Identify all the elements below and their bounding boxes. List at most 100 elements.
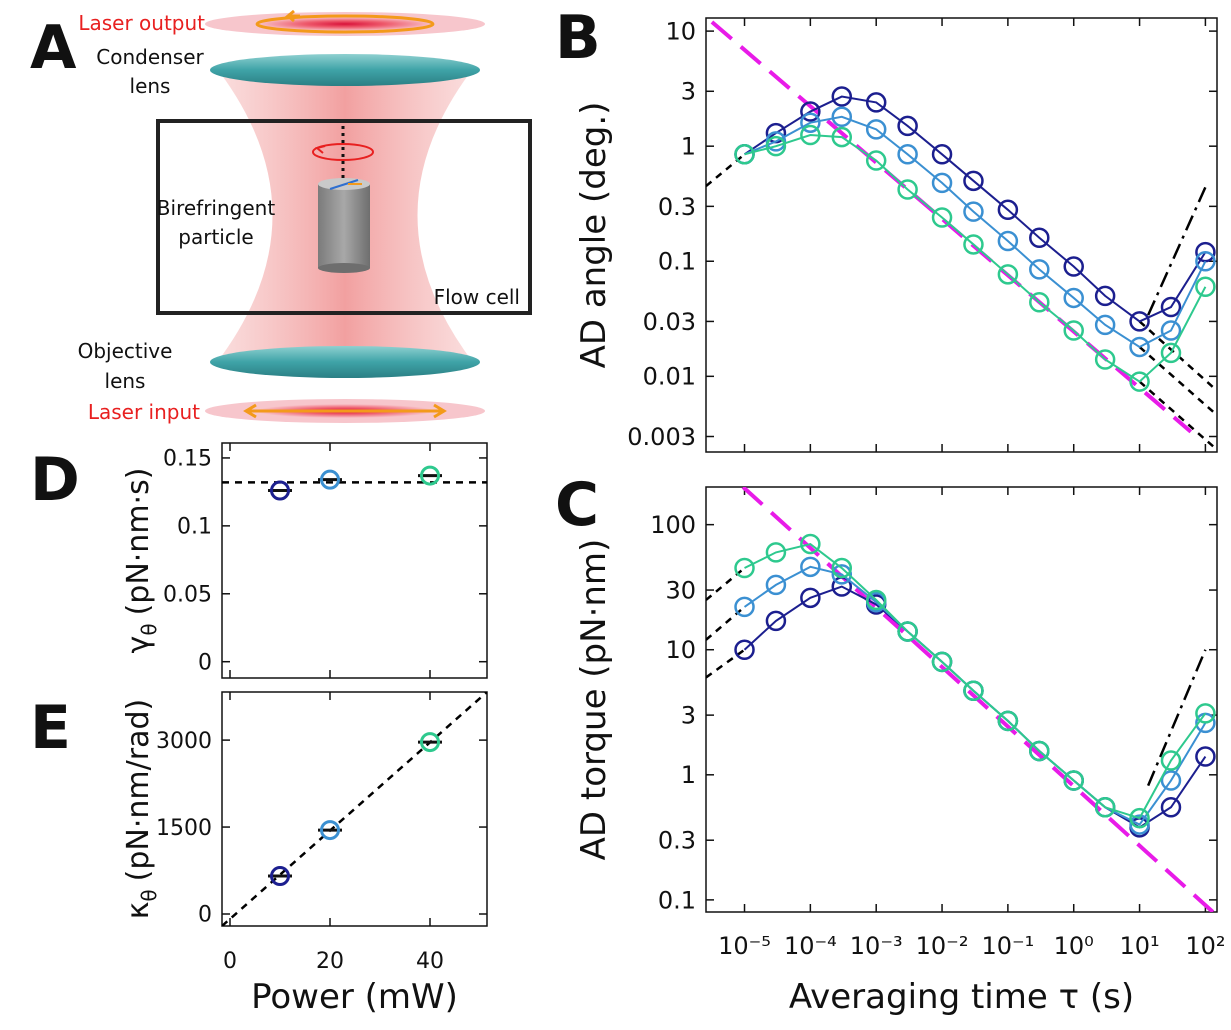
data-point: [1094, 314, 1116, 336]
data-point: [831, 557, 853, 579]
y-tick-label: 3: [681, 78, 696, 106]
x-tick-label: 10⁰: [1054, 932, 1094, 960]
y-tick-label: 0.03: [643, 308, 696, 336]
x-tick-label: 0: [223, 949, 237, 974]
y-tick-label: 1: [681, 761, 696, 789]
data-point: [270, 480, 290, 501]
data-point: [420, 732, 440, 753]
output-spot: [255, 17, 435, 31]
y-tick-label: 0.01: [643, 363, 696, 391]
y-tick-label: 100: [650, 511, 696, 539]
optic-axis: [329, 179, 359, 190]
chart-panel: 0.003 0.01 0.03 0.1 0.3 1 3 10 B AD angle (deg.): [555, 3, 1218, 453]
y-tick-label: 30: [665, 576, 696, 604]
y-tick-label: 0.3: [658, 827, 696, 855]
reference-line: [1138, 320, 1217, 392]
x-axis-label: Power (mW): [251, 977, 458, 1017]
data-point: [831, 126, 853, 148]
x-tick-label: 10⁻⁵: [718, 932, 771, 960]
x-tick-label: 10⁻³: [850, 932, 903, 960]
y-tick-label: 10: [665, 18, 696, 46]
panel-label: E: [30, 693, 71, 763]
data-point: [800, 101, 821, 122]
diagram-label: Objective: [78, 339, 173, 363]
data-point: [831, 106, 853, 128]
reference-line: [1147, 186, 1207, 316]
y-tick-label: 3: [681, 702, 696, 730]
data-point: [1129, 814, 1150, 835]
data-point: [765, 610, 787, 632]
diagram-label: Laser output: [78, 11, 205, 35]
data-point: [320, 469, 340, 490]
data-point: [897, 621, 918, 642]
data-point: [931, 172, 953, 194]
panel-label: B: [555, 3, 601, 73]
data-point: [800, 112, 821, 133]
series-line: [743, 95, 1207, 323]
diagram-label: Birefringent: [157, 196, 276, 220]
y-tick-label: 0.1: [177, 515, 212, 540]
data-point: [420, 465, 440, 486]
label-subscript: θ: [137, 889, 161, 901]
y-tick-label: 0.05: [163, 582, 212, 607]
data-point: [931, 651, 953, 673]
x-tick-label: 20: [316, 949, 344, 974]
data-point: [1094, 285, 1116, 307]
y-tick-label: 1: [681, 133, 696, 161]
x-tick-label: 10⁻²: [916, 932, 969, 960]
data-point: [897, 115, 918, 137]
data-point: [1160, 797, 1182, 818]
x-tick-label: 10¹: [1119, 932, 1159, 960]
chart-panel: 0 0.05 0.1 0.15 Dγθ (pN·nm·s): [30, 442, 488, 679]
y-axis-label: κθ (pN·nm/rad): [121, 699, 161, 919]
y-tick-label: 0.3: [658, 193, 696, 221]
rotation-arrow: [312, 143, 374, 161]
data-point: [1129, 371, 1150, 392]
diagram-label: Condenser: [96, 45, 204, 69]
data-point: [1063, 256, 1084, 277]
label-unit: (pN·nm·s): [121, 468, 156, 616]
data-point: [1129, 311, 1150, 332]
y-tick-label: 0.15: [163, 447, 212, 472]
data-point: [1029, 292, 1050, 313]
output-arrow: [283, 9, 300, 23]
data-point: [1195, 746, 1216, 767]
label-symbol: γ: [121, 636, 156, 654]
plot-frame: [705, 486, 1218, 913]
objective-lens: [210, 346, 480, 378]
data-point: [997, 230, 1019, 252]
data-point: [865, 150, 887, 171]
series-line: [744, 134, 1207, 383]
x-tick-label: 10⁻¹: [981, 932, 1034, 960]
data-point: [765, 542, 787, 563]
input-polarization: [243, 403, 447, 419]
data-point: [1029, 740, 1050, 762]
data-point: [734, 639, 755, 660]
data-point: [320, 820, 340, 841]
diagram-label: Laser input: [88, 400, 200, 424]
condenser-lens: [210, 54, 480, 86]
rotation-arrowhead: [314, 145, 326, 154]
y-axis-label: AD torque (pN·nm): [574, 539, 614, 861]
panel-label: D: [30, 445, 80, 515]
data-point: [1029, 259, 1050, 280]
data-point: [1094, 349, 1116, 370]
data-point: [1129, 336, 1150, 358]
data-point: [865, 119, 887, 140]
data-point: [1063, 770, 1084, 791]
panel-a: A Laser output Condenser lens Birefringe…: [30, 9, 532, 424]
plot-frame: [221, 442, 488, 679]
data-point: [734, 557, 755, 579]
plot-area: [706, 20, 1217, 451]
data-point: [734, 596, 755, 618]
data-point: [897, 144, 918, 165]
data-point: [1160, 320, 1182, 341]
data-point: [1129, 807, 1150, 829]
plot-area: [222, 692, 487, 926]
reference-line: [1138, 346, 1217, 417]
data-point: [1063, 287, 1084, 309]
data-point: [1160, 296, 1182, 318]
data-point: [997, 264, 1019, 285]
data-point: [963, 680, 984, 701]
